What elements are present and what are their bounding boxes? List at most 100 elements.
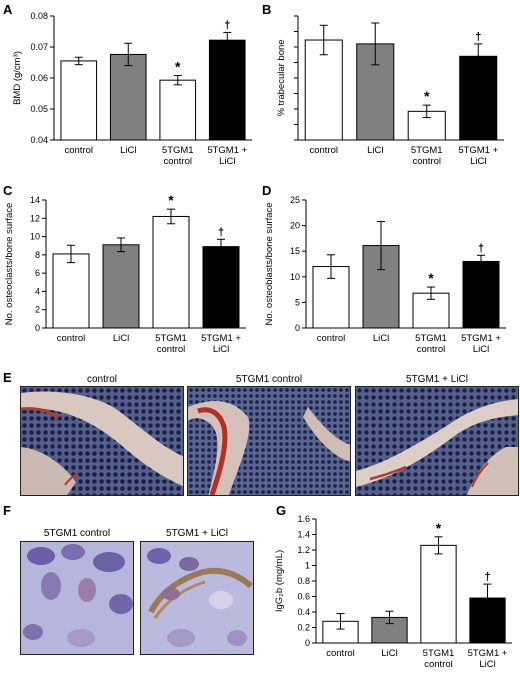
y-tick-label: 12 xyxy=(30,213,40,223)
micrograph-f1-label: 5TGM1 control xyxy=(43,528,111,539)
micrograph-e-5tgm1-control xyxy=(187,386,351,496)
bar xyxy=(152,215,190,329)
chart-osteoblasts: 0 5 10 15 20 25 No. osteoblasts/bone surface co… xyxy=(264,195,506,355)
category-label: 5TGM1 control xyxy=(411,145,443,167)
bar xyxy=(208,39,246,141)
y-tick-label: 1.2 xyxy=(297,545,310,555)
micrograph-e2-label: 5TGM1 control xyxy=(235,374,303,385)
micrograph-e1-label: control xyxy=(86,374,117,385)
category-label: control xyxy=(57,333,86,344)
bar xyxy=(159,79,197,141)
significance-mark: * xyxy=(428,270,434,286)
chart-osteoclasts: 0 2 4 6 8 10 12 14 No. osteoclasts/bone surface c… xyxy=(4,192,246,355)
micrograph-f-5tgm1-licl-image xyxy=(141,542,253,654)
micrograph-e-5tgm1-licl-image xyxy=(356,387,518,495)
significance-mark: † xyxy=(218,226,224,238)
category-label: LiCl xyxy=(120,145,136,156)
category-label: 5TGM1 control xyxy=(162,145,194,167)
y-tick-label: 0.05 xyxy=(30,104,48,114)
category-label: control xyxy=(326,648,355,659)
significance-mark: † xyxy=(484,571,490,583)
significance-mark: * xyxy=(175,59,181,75)
y-tick-label: 0.4 xyxy=(297,607,310,617)
y-tick-label: 4 xyxy=(35,286,40,296)
bar xyxy=(462,260,500,329)
category-label: LiCl xyxy=(373,333,389,344)
panel-label-d: D xyxy=(262,183,272,198)
y-tick-label: 25 xyxy=(290,195,300,205)
y-tick-label: 0.6 xyxy=(297,592,310,602)
bar xyxy=(420,544,457,644)
category-label: 5TGM1 + LiCl xyxy=(458,145,498,167)
y-tick-label: 10 xyxy=(30,232,40,242)
panel-label-f: F xyxy=(3,503,11,518)
y-tick-label: 6 xyxy=(35,268,40,278)
bar xyxy=(202,246,240,329)
category-label: 5TGM1 control xyxy=(423,648,455,670)
category-label: LiCl xyxy=(367,145,383,156)
y-tick-label: 5 xyxy=(295,297,300,307)
y-tick-label: 14 xyxy=(30,195,40,205)
panel-label-e: E xyxy=(3,370,12,385)
bar xyxy=(102,244,140,329)
y-tick-label: 0 xyxy=(295,323,300,333)
category-label: 5TGM1 control xyxy=(155,333,187,355)
y-axis-label: No. osteoblasts/bone surface xyxy=(264,202,275,325)
y-axis-label: No. osteoclasts/bone surface xyxy=(4,203,15,326)
category-label: control xyxy=(309,145,338,156)
y-tick-label: 0.8 xyxy=(297,576,310,586)
category-label: 5TGM1 + LiCl xyxy=(461,333,501,355)
chart-igg2b: 0 0.2 0.4 0.6 0.8 1 1.2 1.4 1.6 IgG₂b (mg/mL) cont… xyxy=(274,514,512,670)
y-tick-label: 15 xyxy=(290,246,300,256)
micrograph-e-control-image xyxy=(21,387,183,495)
micrograph-f-5tgm1-control-image xyxy=(21,542,133,654)
significance-mark: † xyxy=(475,31,481,43)
category-label: 5TGM1 + LiCl xyxy=(468,648,508,670)
y-tick-label: 0.07 xyxy=(30,42,48,52)
panel-label-g: G xyxy=(276,503,287,518)
panel-label-b: B xyxy=(262,2,272,17)
bar xyxy=(52,253,90,329)
micrograph-f-5tgm1-licl xyxy=(140,541,254,655)
micrograph-e-control xyxy=(20,386,184,496)
y-tick-label: 0.2 xyxy=(297,623,310,633)
category-label: control xyxy=(64,145,93,156)
significance-mark: * xyxy=(436,520,442,536)
micrograph-e-5tgm1-licl xyxy=(355,386,519,496)
y-axis-label: % trabecular bone xyxy=(276,39,287,116)
y-tick-label: 2 xyxy=(35,305,40,315)
category-label: LiCl xyxy=(113,333,129,344)
bar xyxy=(304,39,343,141)
category-label: 5TGM1 + LiCl xyxy=(207,145,247,167)
y-tick-label: 0 xyxy=(305,638,310,648)
category-label: LiCl xyxy=(381,648,397,659)
y-tick-label: 20 xyxy=(290,221,300,231)
significance-mark: * xyxy=(424,88,430,104)
category-label: control xyxy=(317,333,346,344)
y-axis-label: BMD (g/cm³) xyxy=(12,51,23,105)
micrograph-f-5tgm1-control xyxy=(20,541,134,655)
micrograph-e3-label: 5TGM1 + LiCl xyxy=(406,374,468,385)
y-tick-label: 1.4 xyxy=(297,530,310,540)
bar xyxy=(109,53,147,141)
y-tick-label: 10 xyxy=(290,272,300,282)
significance-mark: † xyxy=(224,19,230,31)
y-tick-label: 0 xyxy=(35,323,40,333)
y-tick-label: 8 xyxy=(35,250,40,260)
micrograph-e-5tgm1-control-image xyxy=(188,387,350,495)
panel-label-c: C xyxy=(3,183,13,198)
category-label: 5TGM1 control xyxy=(415,333,447,355)
y-tick-label: 1 xyxy=(305,561,310,571)
micrograph-f2-label: 5TGM1 + LiCl xyxy=(166,528,228,539)
significance-mark: * xyxy=(168,192,174,208)
y-tick-label: 0.08 xyxy=(30,11,48,21)
y-tick-label: 0.06 xyxy=(30,73,48,83)
chart-trabecular-bone: % trabecular bone control LiCl * 5TGM1 contro… xyxy=(276,15,504,167)
y-axis-label: IgG₂b (mg/mL) xyxy=(274,550,285,612)
panel-label-a: A xyxy=(3,2,13,17)
chart-bmd: 0.04 0.05 0.06 0.07 0.08 BMD (g/cm³) control Li… xyxy=(12,11,252,167)
category-label: 5TGM1 + LiCl xyxy=(201,333,241,355)
y-tick-label: 1.6 xyxy=(297,514,310,524)
bar xyxy=(60,60,98,141)
y-tick-label: 0.04 xyxy=(30,135,48,145)
